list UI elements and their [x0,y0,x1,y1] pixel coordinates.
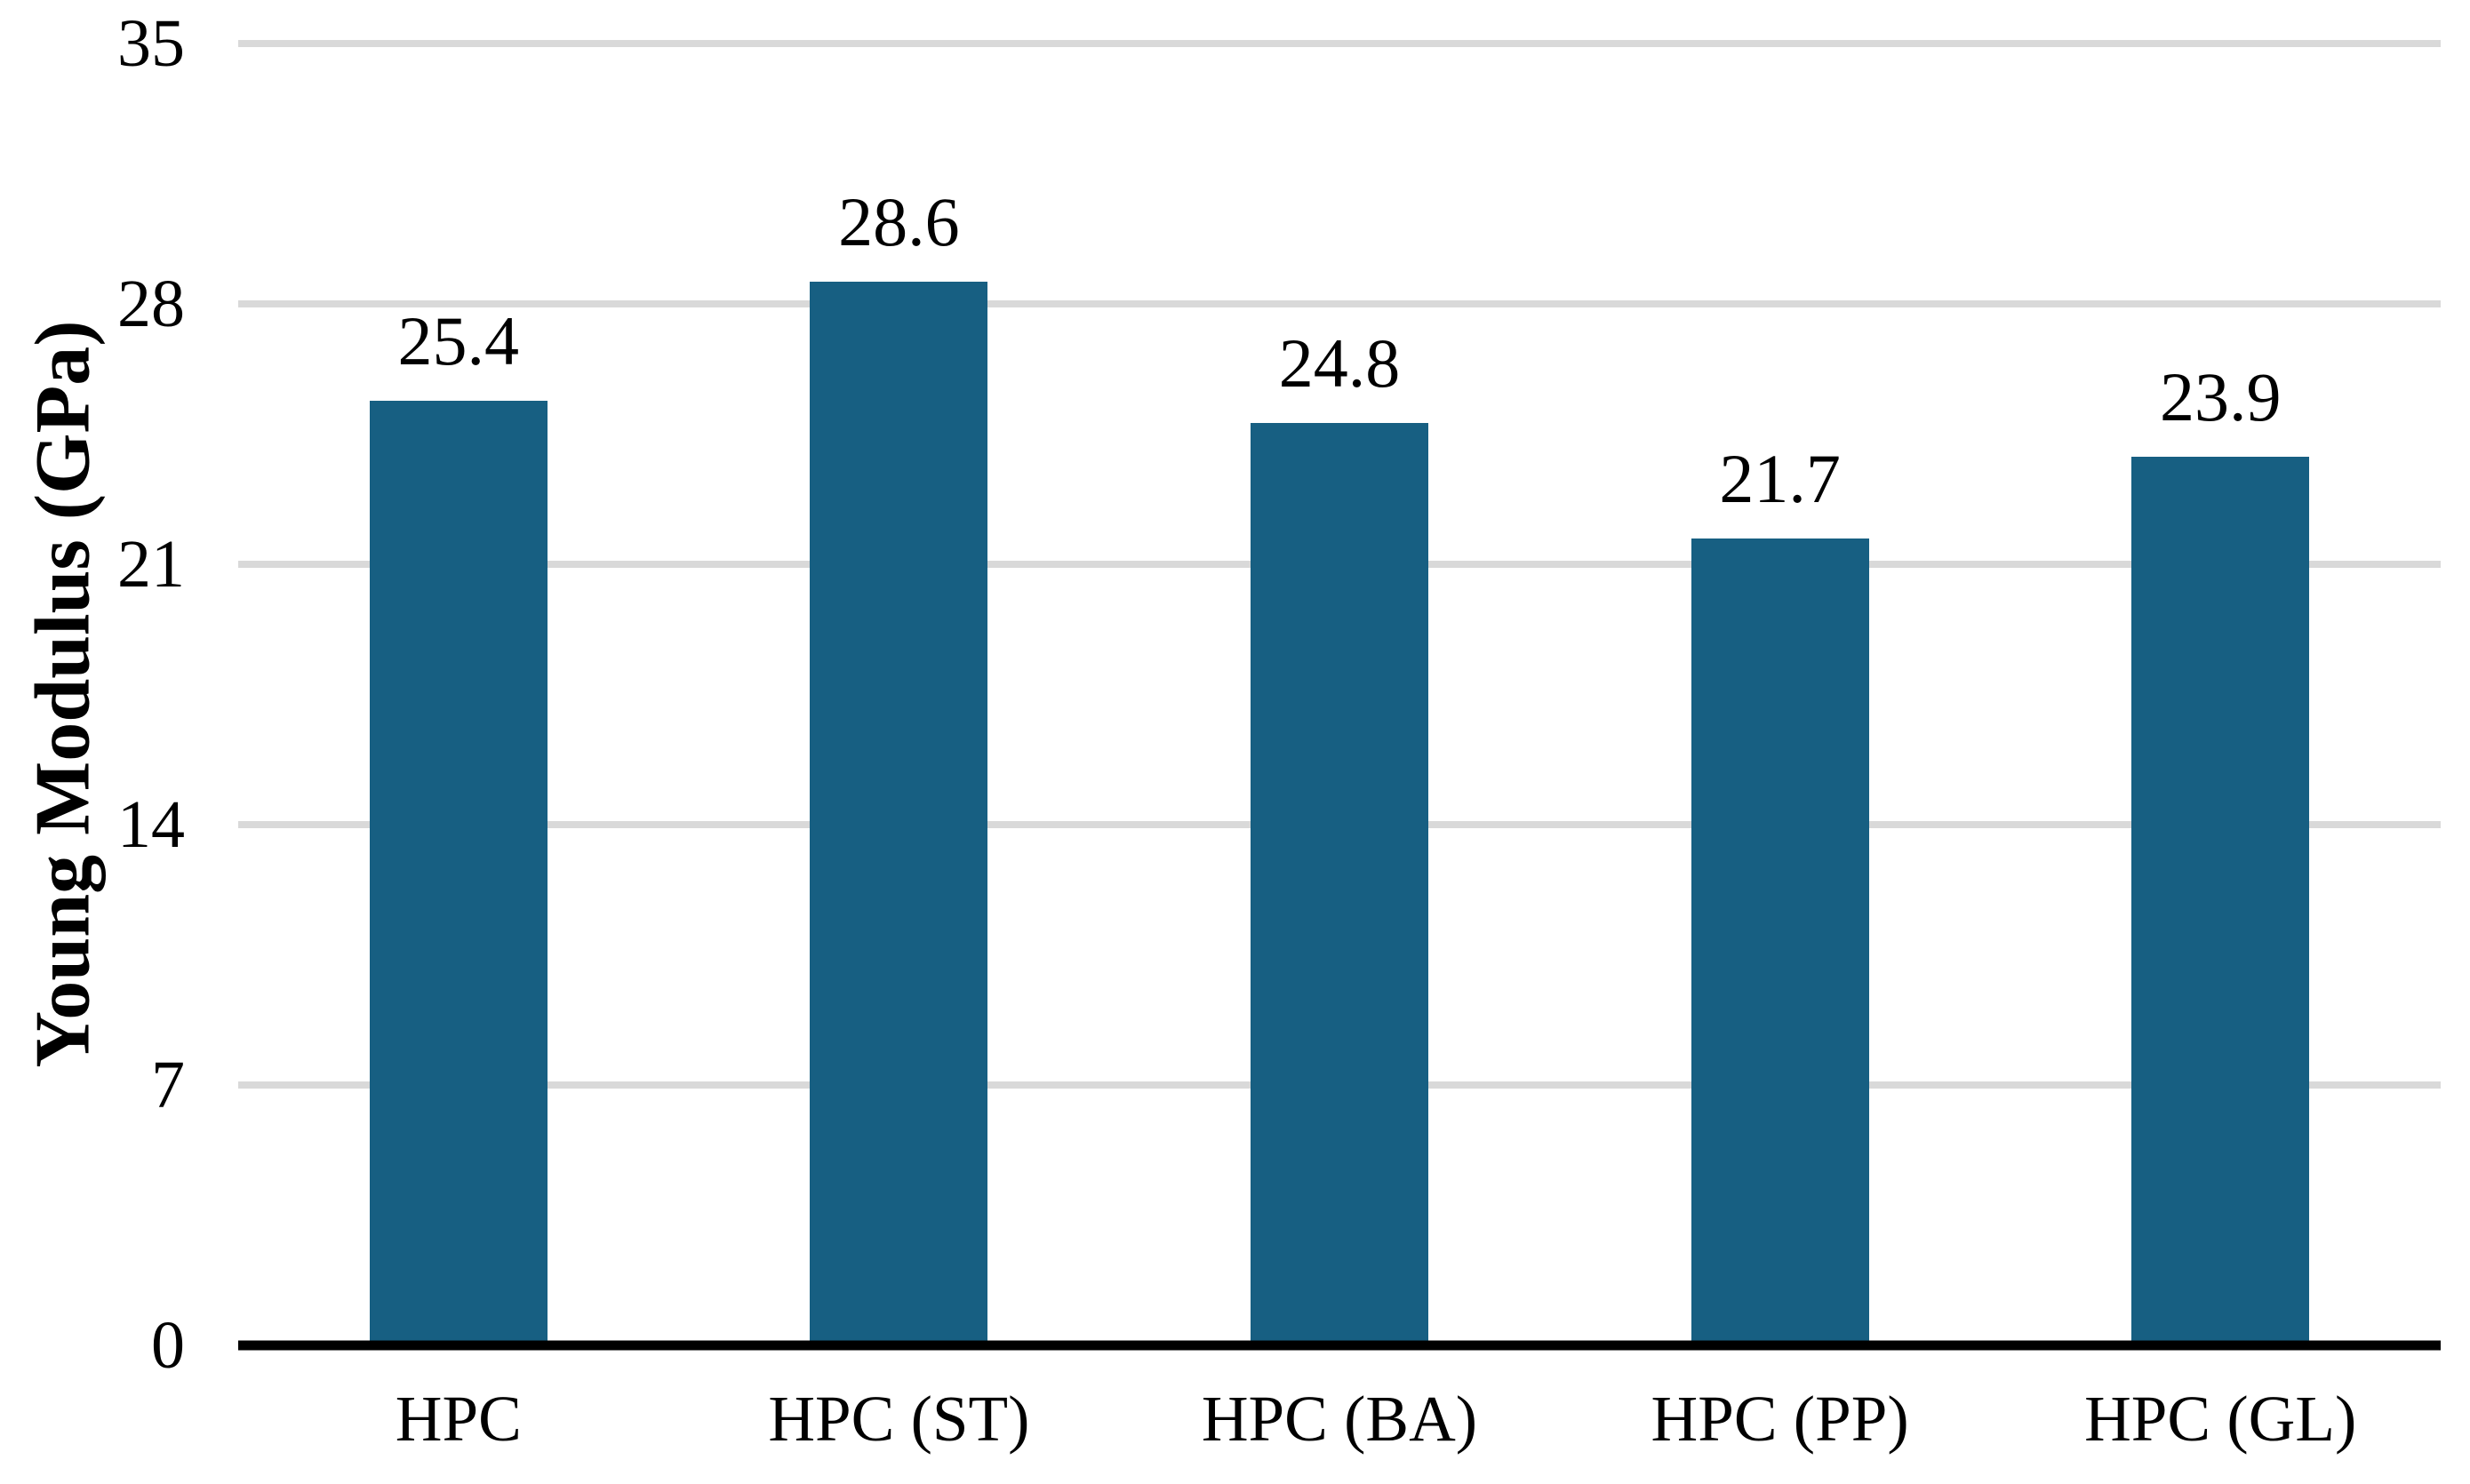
value-label-HPC: 25.4 [397,301,520,379]
y-tick-label-21: 21 [117,527,185,602]
category-label-HPC (PP): HPC (PP) [1651,1383,1909,1455]
y-tick-label-0: 0 [151,1308,185,1383]
value-label-HPC (PP): 21.7 [1719,439,1841,517]
y-tick-label-7: 7 [151,1048,185,1122]
bar-HPC (GL) [2131,456,2310,1345]
category-label-HPC (GL): HPC (GL) [2084,1383,2357,1455]
gridline-y-35 [238,40,2441,47]
category-label-HPC: HPC [395,1383,522,1455]
bar-HPC (PP) [1691,538,1869,1345]
gridline-y-28 [238,300,2441,307]
category-label-HPC (ST): HPC (ST) [768,1383,1030,1455]
value-label-HPC (BA): 24.8 [1278,323,1401,402]
value-label-HPC (ST): 28.6 [838,182,960,260]
bar-HPC [369,400,548,1345]
y-tick-label-28: 28 [117,267,185,341]
y-tick-label-35: 35 [117,6,185,81]
x-axis-line [238,1340,2441,1351]
bar-HPC (BA) [1251,422,1428,1345]
y-axis-title: Young Modulus (GPa) [20,320,107,1068]
value-label-HPC (GL): 23.9 [2159,357,2282,435]
bar-HPC (ST) [810,281,988,1345]
y-tick-label-14: 14 [117,787,185,862]
category-label-HPC (BA): HPC (BA) [1201,1383,1478,1455]
